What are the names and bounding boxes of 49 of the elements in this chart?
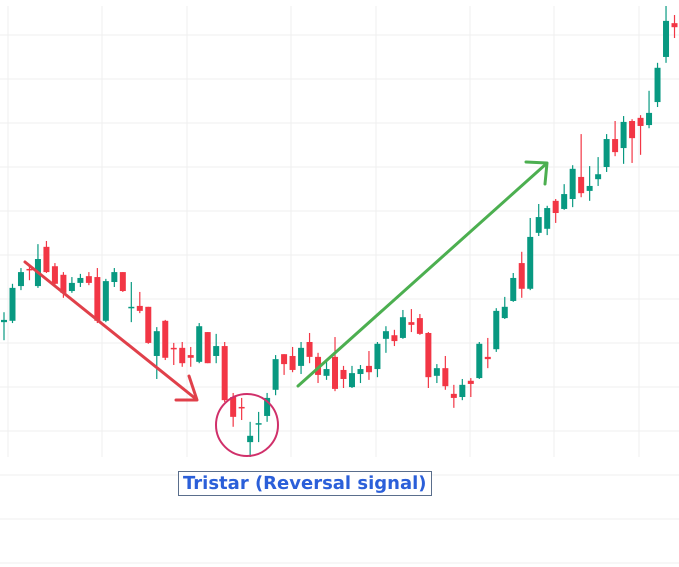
candlestick <box>391 329 398 347</box>
candlestick <box>290 346 296 373</box>
candlestick <box>120 271 126 293</box>
candlestick <box>459 378 466 401</box>
candlestick <box>450 384 457 408</box>
candlestick <box>77 273 84 288</box>
candlestick <box>536 203 542 237</box>
candlestick <box>416 313 423 336</box>
candlestick <box>306 332 313 364</box>
candlestick <box>298 341 304 375</box>
candlestick <box>179 341 186 368</box>
candlestick <box>340 365 346 389</box>
candlestick <box>213 333 220 364</box>
candlestick <box>638 114 644 156</box>
candlestick <box>366 350 372 380</box>
candlestick <box>136 291 143 314</box>
candlestick <box>111 267 118 288</box>
candlestick <box>357 364 364 384</box>
candlestick <box>595 156 602 187</box>
candlestick <box>629 118 636 164</box>
candlestick <box>544 205 550 236</box>
candlestick <box>502 296 508 320</box>
candlestick <box>128 281 134 323</box>
candlestick <box>612 120 618 157</box>
candlestick <box>434 363 440 384</box>
candlestick <box>646 90 652 129</box>
candlestick <box>408 308 414 333</box>
candlestick <box>281 354 288 376</box>
candlestick <box>552 198 559 224</box>
candlestick <box>672 14 678 39</box>
candlestick <box>230 392 236 428</box>
candlestick <box>400 309 406 340</box>
candlestick <box>586 166 593 202</box>
candlestick <box>247 421 254 457</box>
candlestick <box>348 365 355 389</box>
text: Tristar (Reversal signal) <box>178 471 432 496</box>
candlestick <box>561 184 568 210</box>
candlestick <box>86 271 92 286</box>
candlestick <box>18 267 24 291</box>
candlestick <box>68 276 75 294</box>
candlestick <box>238 397 245 421</box>
candlestick <box>442 355 448 390</box>
candlestick <box>578 133 584 198</box>
candlestick <box>170 342 177 366</box>
candlestick <box>256 411 262 443</box>
candlestick <box>382 326 389 354</box>
candlestick <box>510 272 516 302</box>
candlestick <box>468 377 474 398</box>
candlestick <box>188 346 194 368</box>
